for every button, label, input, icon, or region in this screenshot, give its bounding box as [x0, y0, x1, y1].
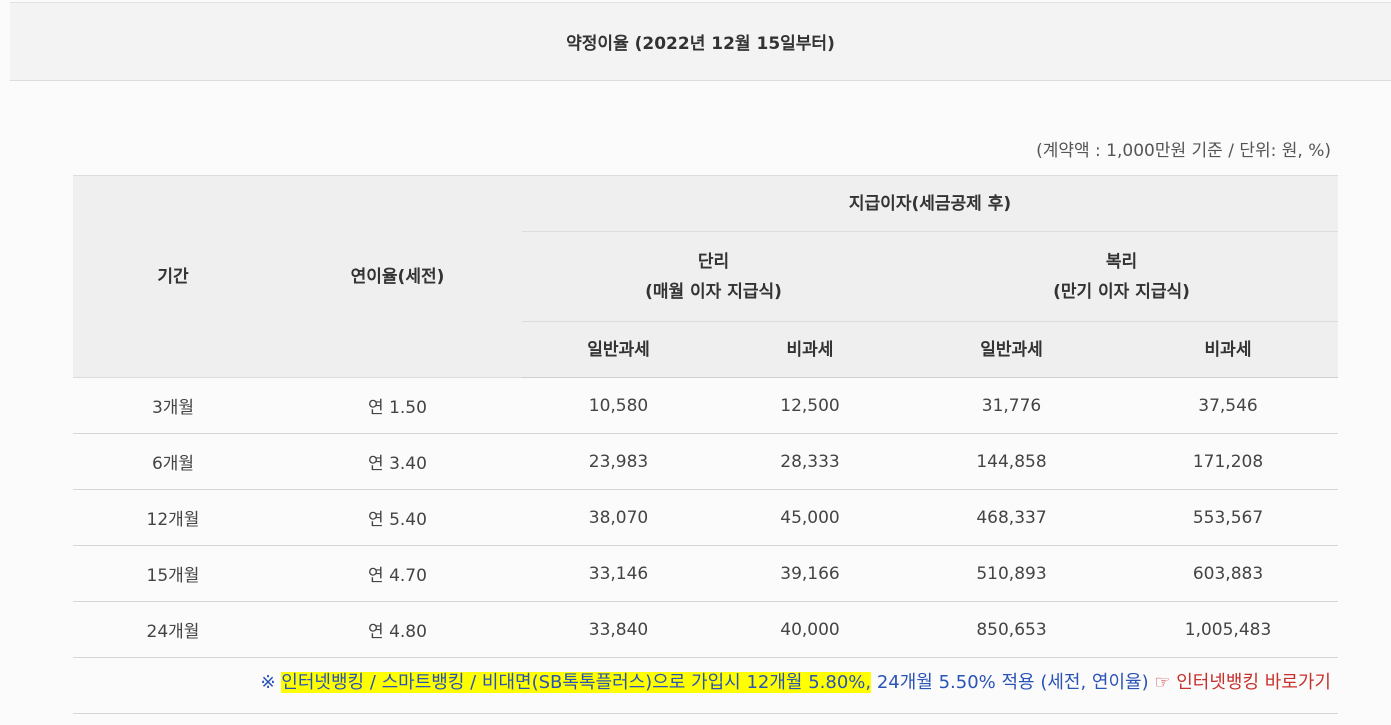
unit-note: (계약액 : 1,000만원 기준 / 단위: 원, %): [1036, 141, 1331, 161]
cell-period: 12개월: [73, 489, 273, 546]
cell-rate: 연 3.40: [273, 433, 522, 490]
cell-simple-general: 10,580: [522, 377, 715, 434]
table-row: 15개월 연 4.70 33,146 39,166 510,893 603,88…: [73, 545, 1339, 602]
header-compound-interest: 복리 (만기 이자 지급식): [905, 231, 1339, 322]
cell-period: 6개월: [73, 433, 273, 490]
header-compound-sub: (만기 이자 지급식): [1053, 281, 1190, 302]
cell-period: 15개월: [73, 545, 273, 602]
cell-compound-general: 31,776: [905, 377, 1118, 434]
cell-simple-general: 38,070: [522, 489, 715, 546]
header-interest-after-tax: 지급이자(세금공제 후): [522, 175, 1339, 232]
footnote: ※ 인터넷뱅킹 / 스마트뱅킹 / 비대면(SB톡톡플러스)으로 가입시 12개…: [260, 668, 1331, 694]
reference-mark-icon: ※: [260, 672, 276, 693]
table-row: 6개월 연 3.40 23,983 28,333 144,858 171,208: [73, 433, 1339, 490]
header-compound-tax-free: 비과세: [1118, 321, 1339, 378]
cell-compound-general: 144,858: [905, 433, 1118, 490]
section-title: 약정이율 (2022년 12월 15일부터): [566, 34, 835, 54]
cell-simple-free: 12,500: [715, 377, 905, 434]
header-simple-tax-free: 비과세: [715, 321, 905, 378]
table-row: 24개월 연 4.80 33,840 40,000 850,653 1,005,…: [73, 601, 1339, 658]
header-rate: 연이율(세전): [273, 175, 522, 378]
internet-banking-link[interactable]: 인터넷뱅킹 바로가기: [1176, 672, 1331, 693]
table-row: 3개월 연 1.50 10,580 12,500 31,776 37,546: [73, 377, 1339, 434]
header-period: 기간: [73, 175, 273, 378]
highlighted-promo-text: 인터넷뱅킹 / 스마트뱅킹 / 비대면(SB톡톡플러스)으로 가입시 12개월 …: [281, 672, 872, 693]
cell-rate: 연 4.80: [273, 601, 522, 658]
cell-compound-free: 171,208: [1118, 433, 1339, 490]
header-simple-interest: 단리 (매월 이자 지급식): [522, 231, 905, 322]
section-title-bar: 약정이율 (2022년 12월 15일부터): [10, 2, 1391, 81]
cell-simple-general: 33,146: [522, 545, 715, 602]
cell-compound-free: 37,546: [1118, 377, 1339, 434]
interest-rate-table: 기간 연이율(세전) 지급이자(세금공제 후) 단리 (매월 이자 지급식) 복…: [73, 175, 1339, 658]
cell-compound-free: 1,005,483: [1118, 601, 1339, 658]
cell-simple-free: 28,333: [715, 433, 905, 490]
cell-simple-free: 40,000: [715, 601, 905, 658]
bottom-divider: [73, 713, 1338, 714]
cell-compound-general: 468,337: [905, 489, 1118, 546]
cell-rate: 연 4.70: [273, 545, 522, 602]
header-compound-general-tax: 일반과세: [905, 321, 1118, 378]
cell-period: 24개월: [73, 601, 273, 658]
cell-simple-general: 33,840: [522, 601, 715, 658]
header-simple-general-tax: 일반과세: [522, 321, 715, 378]
cell-simple-general: 23,983: [522, 433, 715, 490]
cell-compound-free: 603,883: [1118, 545, 1339, 602]
table-row: 12개월 연 5.40 38,070 45,000 468,337 553,56…: [73, 489, 1339, 546]
cell-compound-free: 553,567: [1118, 489, 1339, 546]
cell-period: 3개월: [73, 377, 273, 434]
cell-simple-free: 39,166: [715, 545, 905, 602]
cell-rate: 연 5.40: [273, 489, 522, 546]
header-compound-label: 복리: [1105, 251, 1138, 272]
cell-rate: 연 1.50: [273, 377, 522, 434]
header-simple-sub: (매월 이자 지급식): [645, 281, 782, 302]
cell-compound-general: 850,653: [905, 601, 1118, 658]
cell-simple-free: 45,000: [715, 489, 905, 546]
cell-compound-general: 510,893: [905, 545, 1118, 602]
promo-rest-text: 24개월 5.50% 적용 (세전, 연이율): [876, 672, 1149, 693]
pointing-hand-icon: ☞: [1154, 672, 1171, 693]
header-simple-label: 단리: [697, 251, 730, 272]
